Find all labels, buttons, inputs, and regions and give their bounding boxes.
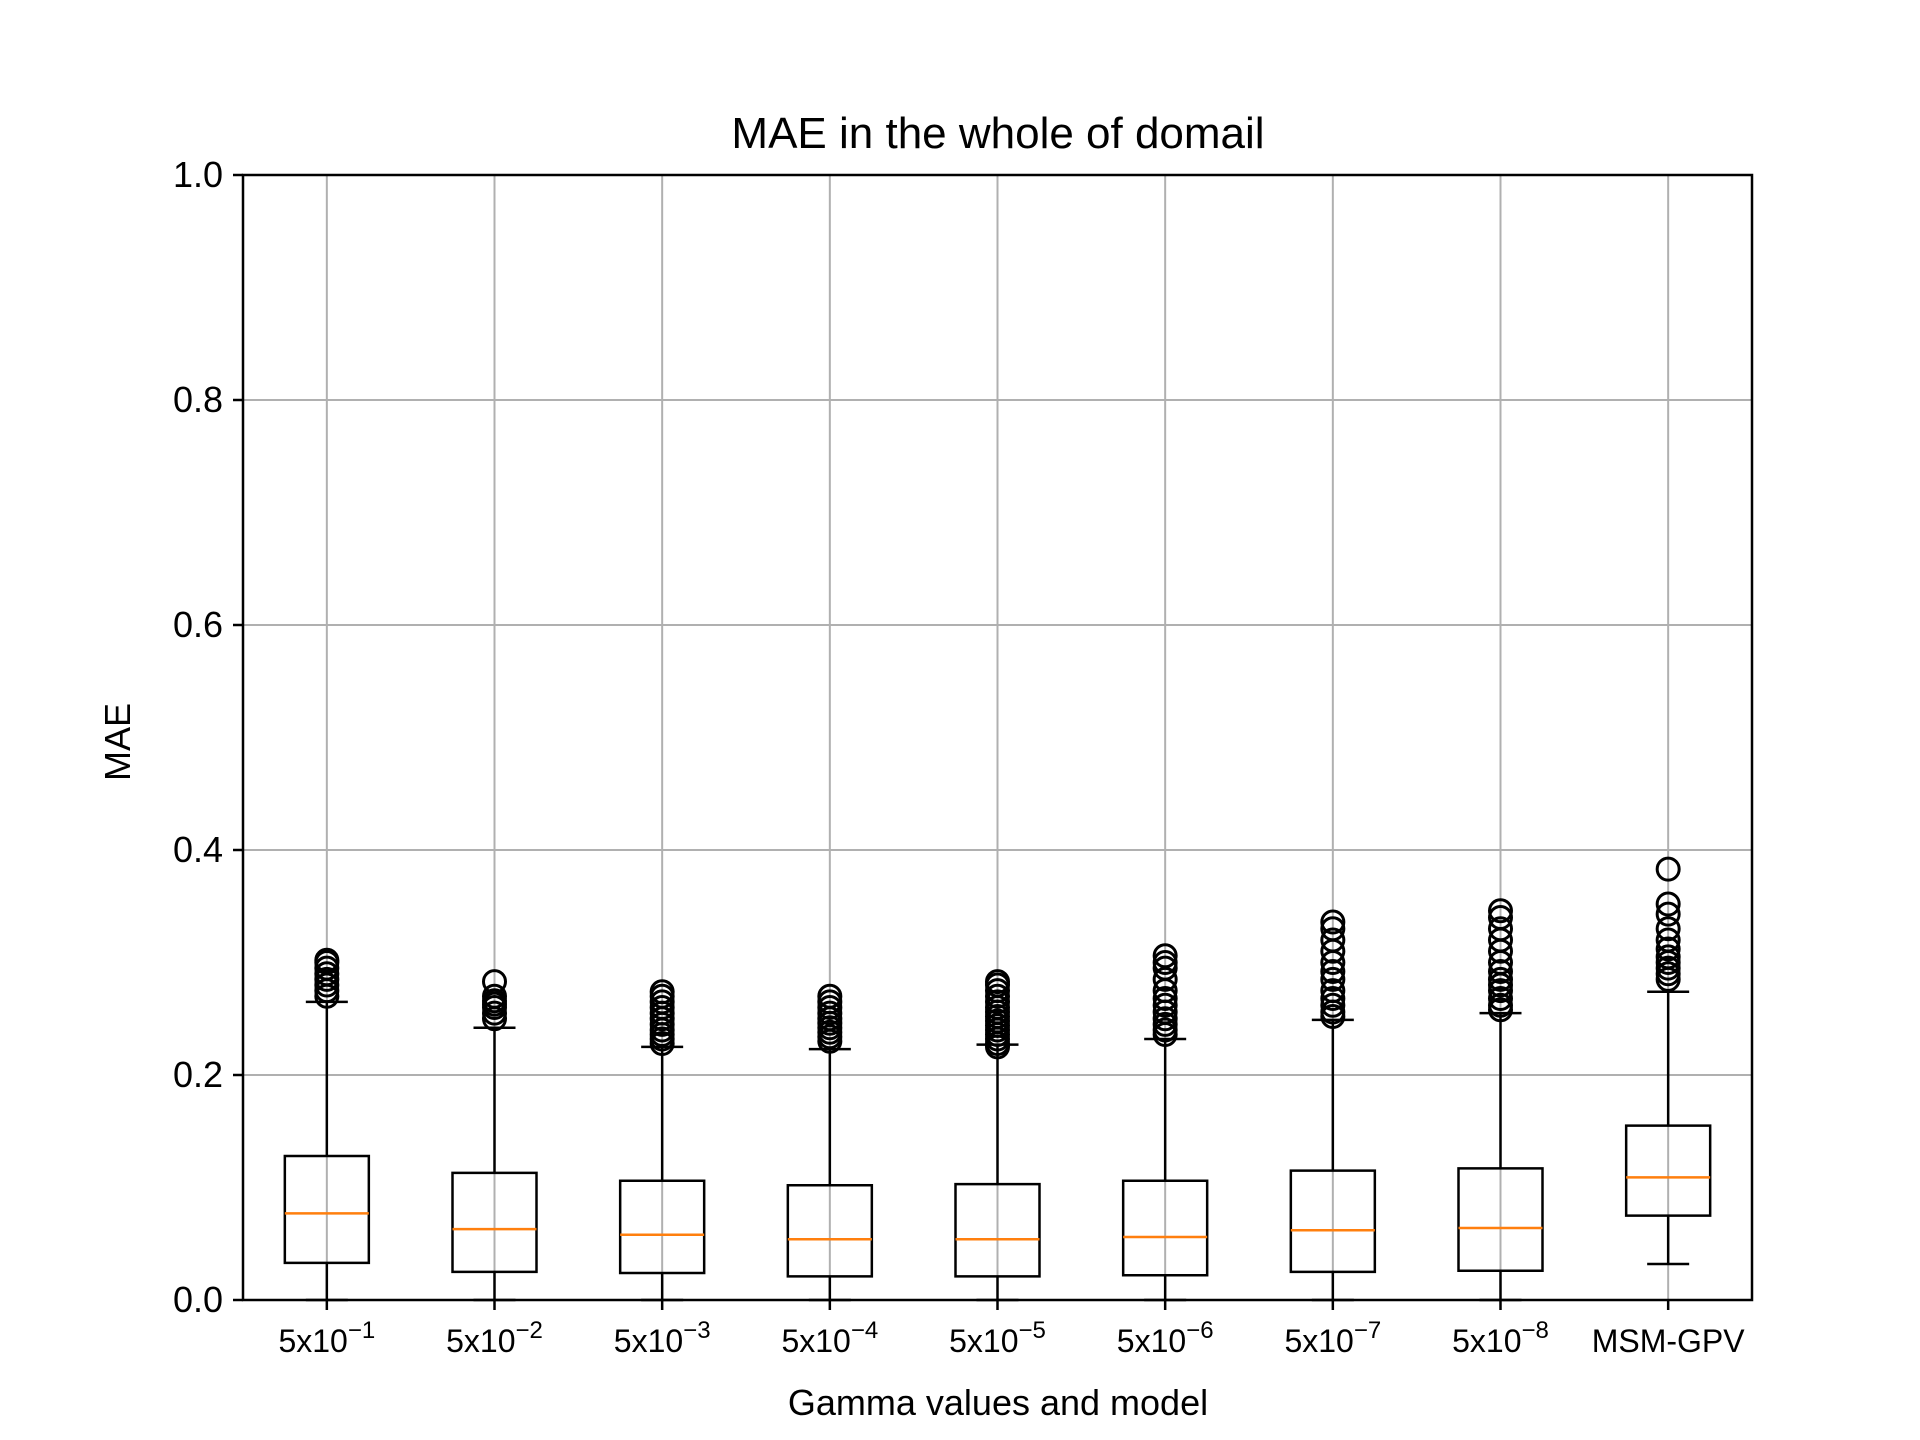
outlier-point — [1655, 944, 1681, 970]
y-tick-label: 0.6 — [173, 604, 223, 645]
outlier-point — [1655, 927, 1681, 953]
box — [283, 1154, 371, 1265]
box-group — [1121, 943, 1209, 1302]
box-group — [1289, 909, 1377, 1302]
outlier-point — [1655, 916, 1681, 942]
x-tick-label: 5x10−8 — [1452, 1317, 1549, 1359]
box — [1121, 1179, 1209, 1277]
axis-ticks: 0.0 0.2 0.4 0.6 0.8 1.0 5x10−1 5x10−2 5x10−3 5x10… — [173, 154, 1745, 1359]
box — [618, 1179, 706, 1275]
outlier-point — [1655, 856, 1681, 882]
x-axis-label: Gamma values and model — [788, 1382, 1208, 1423]
y-tick-label: 0.8 — [173, 379, 223, 420]
outlier-point — [1488, 898, 1513, 924]
box-group — [451, 969, 538, 1302]
y-tick-label: 1.0 — [173, 154, 223, 195]
x-tick-label: 5x10−6 — [1117, 1317, 1214, 1359]
box-group — [954, 969, 1041, 1302]
outlier-point — [1488, 966, 1513, 992]
x-tick-label: 5x10−1 — [278, 1317, 375, 1359]
x-tick-label: 5x10−5 — [949, 1317, 1046, 1359]
outlier-point — [1488, 905, 1513, 930]
outlier-point — [314, 947, 340, 973]
outlier-point — [1320, 909, 1346, 935]
box — [954, 1182, 1041, 1278]
box — [1624, 1124, 1712, 1217]
box-group — [1624, 856, 1712, 1266]
outlier-point — [1320, 978, 1346, 1004]
box — [1289, 1169, 1377, 1274]
outlier-point — [1320, 916, 1346, 942]
y-tick-label: 0.0 — [173, 1279, 223, 1320]
x-tick-label: MSM-GPV — [1592, 1323, 1746, 1359]
chart-title: MAE in the whole of domail — [731, 109, 1264, 158]
outlier-point — [1152, 986, 1178, 1011]
outlier-point — [1488, 959, 1513, 984]
boxplots — [283, 856, 1712, 1302]
x-tick-label: 5x10−4 — [781, 1317, 878, 1359]
outlier-point — [1320, 927, 1346, 953]
outlier-point — [482, 983, 507, 1009]
x-tick-label: 5x10−7 — [1284, 1317, 1381, 1359]
outlier-point — [1152, 943, 1178, 969]
box — [1457, 1167, 1544, 1272]
y-tick-label: 0.4 — [173, 829, 223, 870]
outlier-point — [1320, 986, 1346, 1011]
outlier-point — [985, 969, 1010, 995]
outlier-point — [1320, 992, 1346, 1018]
outlier-point — [1320, 959, 1346, 984]
outlier-point — [1655, 891, 1681, 917]
box-group — [786, 983, 874, 1302]
outlier-point — [1152, 992, 1178, 1018]
y-tick-label: 0.2 — [173, 1054, 223, 1095]
outlier-point — [1488, 916, 1513, 942]
outlier-point — [1152, 950, 1178, 975]
outlier-point — [1320, 966, 1346, 992]
outlier-point — [1655, 901, 1681, 927]
x-tick-label: 5x10−2 — [446, 1317, 543, 1359]
box — [451, 1171, 538, 1274]
y-axis-label: MAE — [97, 703, 138, 781]
outlier-point — [1152, 1006, 1178, 1032]
box — [786, 1184, 874, 1278]
outlier-point — [1655, 936, 1681, 962]
outlier-point — [649, 979, 675, 1005]
outlier-point — [482, 969, 507, 995]
outlier-point — [1488, 986, 1513, 1011]
outlier-point — [817, 983, 843, 1009]
outlier-point — [1152, 966, 1178, 992]
x-tick-label: 5x10−3 — [614, 1317, 711, 1359]
outlier-point — [1488, 992, 1513, 1018]
